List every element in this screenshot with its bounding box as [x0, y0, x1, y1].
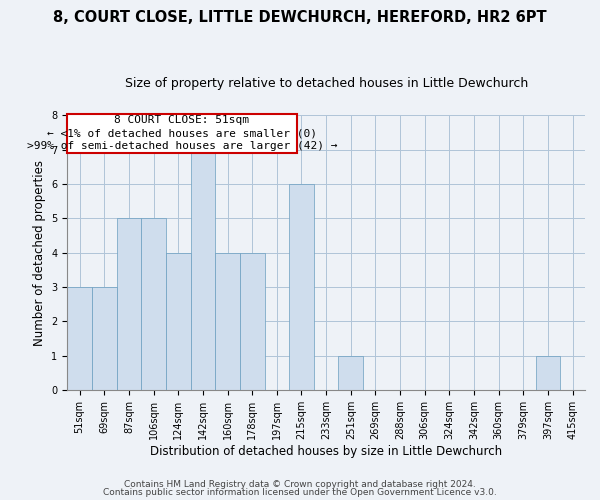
Title: Size of property relative to detached houses in Little Dewchurch: Size of property relative to detached ho… [125, 78, 528, 90]
Bar [191, 150, 215, 390]
Bar [240, 252, 265, 390]
Bar [215, 252, 240, 390]
FancyBboxPatch shape [67, 114, 296, 153]
Y-axis label: Number of detached properties: Number of detached properties [33, 160, 46, 346]
X-axis label: Distribution of detached houses by size in Little Dewchurch: Distribution of detached houses by size … [150, 444, 502, 458]
Bar [289, 184, 314, 390]
Text: 8 COURT CLOSE: 51sqm
← <1% of detached houses are smaller (0)
>99% of semi-detac: 8 COURT CLOSE: 51sqm ← <1% of detached h… [26, 115, 337, 152]
Bar [338, 356, 363, 390]
Bar [141, 218, 166, 390]
Bar [116, 218, 141, 390]
Text: 8, COURT CLOSE, LITTLE DEWCHURCH, HEREFORD, HR2 6PT: 8, COURT CLOSE, LITTLE DEWCHURCH, HEREFO… [53, 10, 547, 25]
Bar [536, 356, 560, 390]
Bar [166, 252, 191, 390]
Bar [67, 287, 92, 390]
Bar [92, 287, 116, 390]
Text: Contains HM Land Registry data © Crown copyright and database right 2024.: Contains HM Land Registry data © Crown c… [124, 480, 476, 489]
Text: Contains public sector information licensed under the Open Government Licence v3: Contains public sector information licen… [103, 488, 497, 497]
